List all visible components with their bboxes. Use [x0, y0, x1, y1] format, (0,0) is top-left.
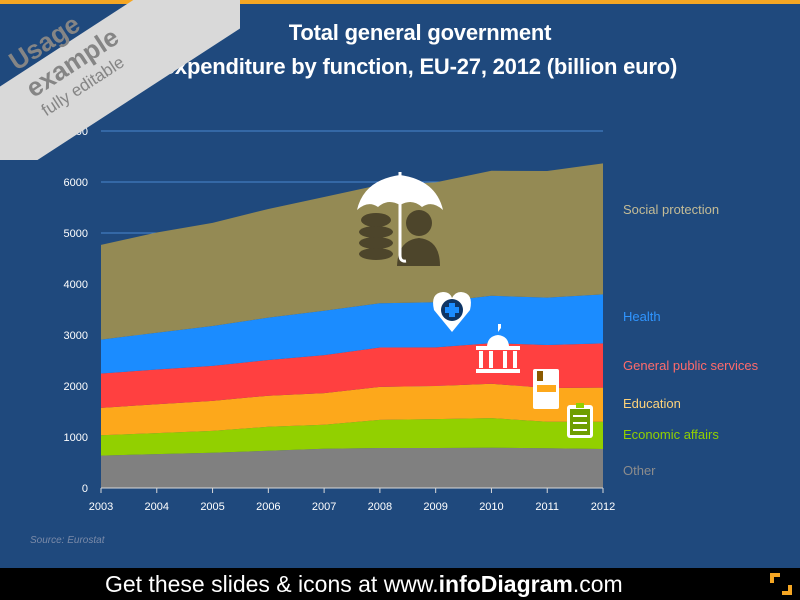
- government-building-icon: [476, 324, 520, 373]
- area-education: [101, 383, 603, 436]
- x-tick-label: 2012: [591, 501, 615, 513]
- umbrella-money-person-icon: [357, 172, 443, 266]
- x-tick-label: 2010: [479, 501, 503, 513]
- book-icon: [533, 369, 559, 409]
- legend-label-economic-affairs: Economic affairs: [623, 427, 719, 442]
- footer-brand: infoDiagram: [438, 571, 573, 597]
- y-tick-label: 3000: [64, 330, 88, 342]
- y-tick-label: 6000: [64, 177, 88, 189]
- legend-label-general-public-services: General public services: [623, 358, 759, 373]
- chart-title: Total general government expenditure by …: [110, 16, 730, 84]
- x-tick-label: 2007: [312, 501, 336, 513]
- title-line-2: expenditure by function, EU-27, 2012 (bi…: [162, 54, 678, 79]
- x-tick-label: 2003: [89, 501, 113, 513]
- heart-medical-icon: [433, 292, 471, 332]
- footer-prefix: Get these slides & icons at www.: [105, 571, 439, 597]
- legend-label-social-protection: Social protection: [623, 202, 720, 217]
- y-tick-label: 4000: [64, 279, 88, 291]
- area-general-public-services: [101, 343, 603, 408]
- infodiagram-logo-icon: [770, 573, 792, 595]
- y-tick-label: 5000: [64, 228, 88, 240]
- x-tick-label: 2011: [535, 501, 559, 513]
- x-tick-label: 2006: [256, 501, 280, 513]
- x-tick-label: 2004: [145, 501, 169, 513]
- usage-example-banner: Usage example fully editable: [0, 0, 240, 160]
- x-tick-label: 2009: [423, 501, 447, 513]
- legend-label-education: Education: [623, 396, 681, 411]
- title-line-1: Total general government: [288, 20, 552, 45]
- footer-bar: Get these slides & icons at www.infoDiag…: [0, 568, 800, 600]
- footer-suffix: .com: [572, 571, 623, 597]
- y-tick-label: 2000: [64, 381, 88, 393]
- footer-text[interactable]: Get these slides & icons at www.infoDiag…: [105, 571, 623, 598]
- x-tick-label: 2008: [368, 501, 392, 513]
- area-health: [101, 294, 603, 374]
- y-tick-label: 1000: [64, 432, 88, 444]
- area-other: [101, 447, 603, 488]
- legend-label-other: Other: [623, 463, 656, 478]
- area-economic-affairs: [101, 418, 603, 456]
- clipboard-checklist-icon: [567, 403, 593, 438]
- source-note: Source: Eurostat: [30, 535, 105, 546]
- top-accent-bar: [0, 0, 800, 4]
- x-tick-label: 2005: [200, 501, 224, 513]
- y-tick-label: 0: [82, 483, 88, 495]
- area-social-protection: [101, 163, 603, 340]
- legend-label-health: Health: [623, 309, 661, 324]
